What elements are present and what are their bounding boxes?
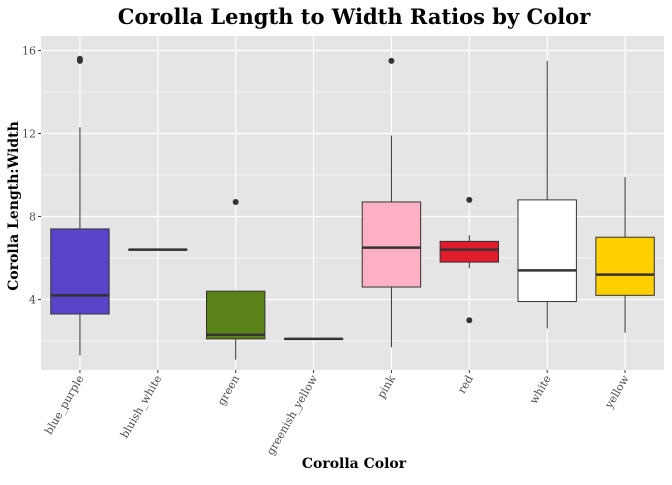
- box-series: [50, 55, 655, 360]
- box-iqr: [517, 199, 577, 303]
- x-tick-label: blue_purple: [42, 373, 86, 437]
- box-iqr: [205, 290, 266, 340]
- y-tick-label: 12: [22, 128, 36, 141]
- x-axis-ticks: blue_purple bluish_white green greenish_yel…: [42, 370, 632, 457]
- y-tick-label: 4: [29, 293, 36, 306]
- box-iqr: [595, 236, 655, 296]
- box-red: [439, 196, 500, 324]
- x-tick-label: pink: [375, 373, 399, 401]
- y-tick-label: 16: [22, 45, 36, 58]
- outlier-point: [76, 55, 83, 62]
- x-tick-label: red: [455, 373, 476, 396]
- y-tick-label: 8: [29, 210, 36, 223]
- box-iqr: [361, 201, 422, 288]
- y-axis-title: Corolla Length:Width: [6, 121, 22, 291]
- x-tick-label: yellow: [602, 373, 632, 412]
- box-iqr: [50, 228, 110, 315]
- box-green: [205, 198, 266, 360]
- outlier-point: [388, 57, 395, 64]
- x-tick-label: white: [527, 373, 554, 406]
- box-blue_purple: [50, 55, 110, 356]
- x-axis-title: Corolla Color: [302, 456, 407, 472]
- x-tick-label: bluish_white: [118, 373, 164, 440]
- y-axis-ticks: 4 8 12 16: [22, 45, 41, 306]
- box-iqr: [439, 240, 500, 263]
- chart-title: Corolla Length to Width Ratios by Color: [118, 4, 591, 29]
- outlier-point: [466, 317, 473, 324]
- box-white: [517, 60, 577, 329]
- box-yellow: [595, 177, 655, 333]
- box-bluish_white: [128, 248, 188, 251]
- x-tick-label: green: [215, 373, 242, 408]
- outlier-point: [466, 196, 473, 203]
- box-greenish_yellow: [283, 337, 344, 341]
- x-tick-label: greenish_yellow: [264, 372, 321, 457]
- outlier-point: [232, 198, 239, 205]
- box-pink: [361, 57, 422, 348]
